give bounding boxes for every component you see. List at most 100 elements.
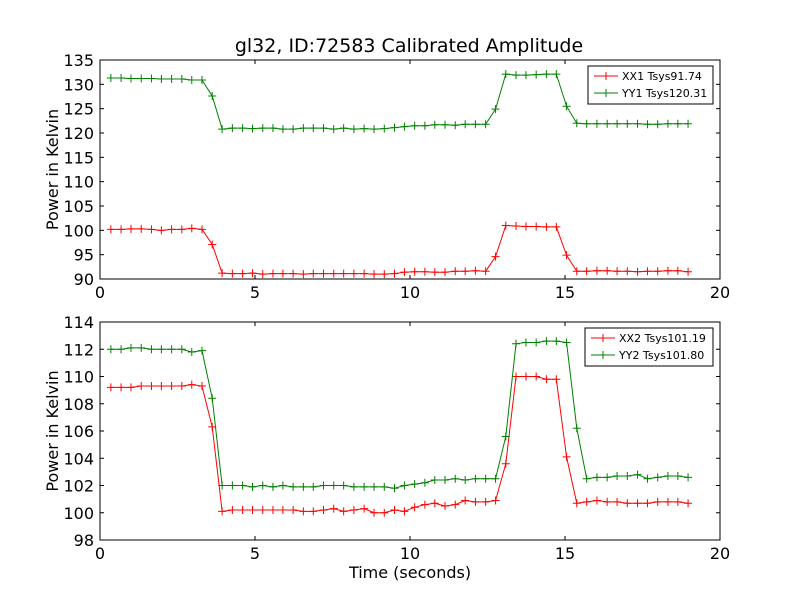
data-point <box>643 474 652 483</box>
data-point <box>106 225 115 234</box>
data-point <box>603 473 612 482</box>
legend-box <box>587 65 714 105</box>
data-point <box>430 120 439 129</box>
data-point <box>106 383 115 392</box>
data-point <box>197 346 206 355</box>
data-point <box>592 266 601 275</box>
data-point <box>572 424 581 433</box>
y-tick-label: 90 <box>74 270 94 289</box>
data-point <box>441 120 450 129</box>
y-tick-label: 110 <box>63 368 94 387</box>
data-point <box>197 382 206 391</box>
data-point <box>451 500 460 509</box>
data-point <box>653 120 662 129</box>
data-point <box>117 74 126 83</box>
data-point <box>177 225 186 234</box>
data-point <box>491 474 500 483</box>
data-point <box>228 506 237 515</box>
data-point <box>673 497 682 506</box>
data-point <box>268 482 277 491</box>
legend-box <box>584 327 714 367</box>
data-point <box>349 506 358 515</box>
data-point <box>278 481 287 490</box>
data-point <box>299 482 308 491</box>
data-point <box>684 119 693 128</box>
data-point <box>542 222 551 231</box>
data-point <box>673 266 682 275</box>
data-point <box>299 507 308 516</box>
data-point <box>349 482 358 491</box>
data-point <box>481 474 490 483</box>
data-point <box>167 382 176 391</box>
data-point <box>289 125 298 134</box>
y-tick-label: 110 <box>63 173 94 192</box>
data-point <box>491 252 500 261</box>
data-point <box>319 124 328 133</box>
data-point <box>106 74 115 83</box>
data-point <box>451 267 460 276</box>
data-point <box>370 482 379 491</box>
series-line <box>110 340 689 489</box>
data-point <box>623 119 632 128</box>
data-point <box>137 74 146 83</box>
y-tick-label: 98 <box>74 531 94 550</box>
data-point <box>187 224 196 233</box>
data-point <box>167 345 176 354</box>
data-point <box>410 480 419 489</box>
data-point <box>532 372 541 381</box>
data-point <box>582 119 591 128</box>
data-point <box>309 482 318 491</box>
data-point <box>208 422 217 431</box>
data-point <box>603 266 612 275</box>
data-point <box>177 345 186 354</box>
legend-label: XX2 Tsys101.19 <box>619 332 706 345</box>
data-point <box>521 372 530 381</box>
data-point <box>491 105 500 114</box>
data-point <box>461 267 470 276</box>
x-tick-label: 0 <box>95 544 105 563</box>
data-point <box>258 270 267 279</box>
data-point <box>147 382 156 391</box>
data-point <box>248 269 257 278</box>
data-point <box>127 343 135 352</box>
data-point <box>481 497 490 506</box>
data-point <box>289 506 298 515</box>
data-point <box>157 226 166 235</box>
data-point <box>390 269 399 278</box>
data-point <box>390 506 399 515</box>
data-point <box>420 267 429 276</box>
data-point <box>420 478 429 487</box>
data-point <box>380 270 389 279</box>
data-point <box>349 125 358 134</box>
data-point <box>684 267 693 276</box>
data-point <box>572 119 581 128</box>
data-point <box>633 470 642 479</box>
data-point <box>643 120 652 129</box>
data-point <box>471 266 480 275</box>
data-point <box>278 269 287 278</box>
y-tick-label: 108 <box>63 395 94 414</box>
data-point <box>461 120 470 129</box>
series-line <box>110 224 689 275</box>
data-point <box>613 471 622 480</box>
legend-marker <box>599 351 607 359</box>
data-point <box>309 124 318 133</box>
data-point <box>512 71 521 80</box>
data-point <box>633 119 642 128</box>
y-tick-label: 114 <box>63 313 94 332</box>
data-point <box>309 507 318 516</box>
data-point <box>441 268 450 277</box>
data-point <box>532 70 541 79</box>
data-point <box>370 508 379 517</box>
data-point <box>147 225 156 234</box>
data-point <box>137 224 146 233</box>
data-point <box>400 122 409 131</box>
data-point <box>532 222 541 231</box>
data-point <box>613 497 622 506</box>
data-point <box>582 267 591 276</box>
data-point <box>521 71 530 80</box>
data-point <box>582 474 591 483</box>
data-point <box>258 481 267 490</box>
x-tick-label: 5 <box>250 283 260 302</box>
legend-label: YY2 Tsys101.80 <box>618 349 704 362</box>
